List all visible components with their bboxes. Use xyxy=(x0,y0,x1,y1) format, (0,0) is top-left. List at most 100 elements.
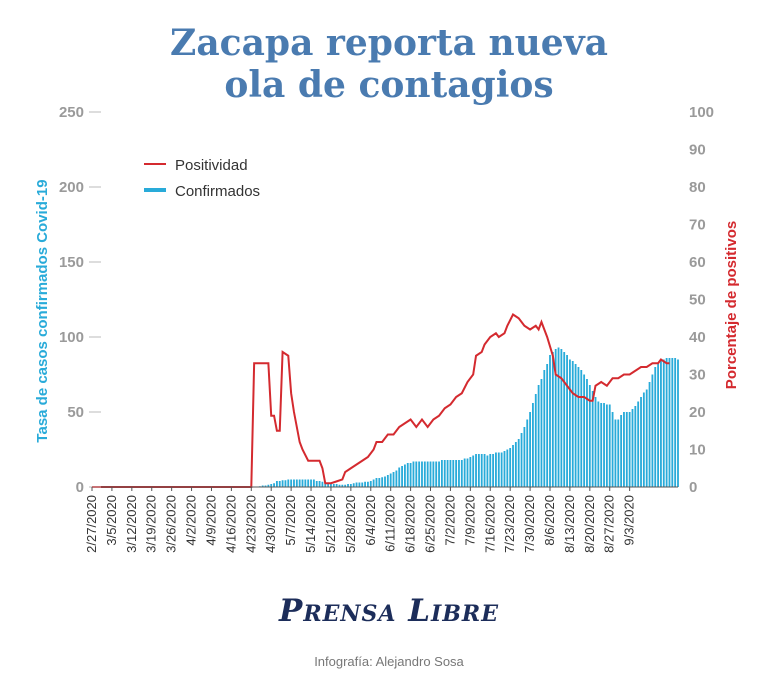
confirmados-bar xyxy=(443,460,446,487)
x-tick-label: 6/11/2020 xyxy=(383,495,398,552)
chart-title-line-2: ola de contagios xyxy=(224,64,554,106)
confirmados-bar xyxy=(298,479,301,487)
confirmados-bar xyxy=(651,374,654,487)
confirmados-bar xyxy=(275,481,278,487)
x-tick-label: 4/16/2020 xyxy=(223,495,238,553)
confirmados-bar xyxy=(395,470,398,487)
confirmados-bar xyxy=(364,481,366,487)
y-left-tick-label: 250 xyxy=(59,104,84,121)
confirmados-bar xyxy=(432,461,435,487)
x-tick-label: 8/6/2020 xyxy=(542,495,557,546)
confirmados-bar xyxy=(517,439,520,487)
y-right-tick-label: 90 xyxy=(689,142,706,159)
confirmados-bar xyxy=(412,461,415,487)
y-left-tick-label: 100 xyxy=(59,329,84,346)
confirmados-bar xyxy=(660,361,662,487)
confirmados-bar xyxy=(549,355,551,487)
confirmados-bar xyxy=(463,458,466,487)
confirmados-bars xyxy=(258,347,679,487)
confirmados-bar xyxy=(543,370,546,487)
y-right-tick-label: 40 xyxy=(689,329,706,346)
confirmados-bar xyxy=(287,479,290,487)
confirmados-bar xyxy=(318,481,321,487)
confirmados-bar xyxy=(614,419,617,487)
confirmados-bar xyxy=(378,478,381,487)
confirmados-bar xyxy=(617,419,620,487)
y-left-tick-label: 150 xyxy=(59,254,84,271)
legend: Positividad Confirmados xyxy=(144,157,260,200)
confirmados-bar xyxy=(480,454,483,487)
confirmados-bar xyxy=(369,481,372,487)
y-left-tick-label: 50 xyxy=(67,404,84,421)
confirmados-bar xyxy=(500,452,503,487)
x-tick-label: 8/20/2020 xyxy=(582,495,597,553)
confirmados-bar xyxy=(540,379,543,487)
x-tick-label: 7/2/2020 xyxy=(442,495,457,546)
confirmados-bar xyxy=(352,483,355,487)
x-tick-label: 4/9/2020 xyxy=(203,495,218,546)
x-tick-label: 5/21/2020 xyxy=(323,495,338,553)
y-right-tick-label: 50 xyxy=(689,292,706,309)
legend-positividad-label: Positividad xyxy=(175,157,248,174)
confirmados-bar xyxy=(338,484,341,487)
confirmados-bar xyxy=(347,484,349,487)
x-tick-label: 3/12/2020 xyxy=(124,495,139,553)
confirmados-bar xyxy=(600,403,603,487)
x-tick-label: 5/28/2020 xyxy=(343,495,358,553)
confirmados-bar xyxy=(460,460,463,487)
confirmados-bar xyxy=(295,479,298,487)
confirmados-bar xyxy=(477,454,480,487)
confirmados-bar xyxy=(551,352,554,487)
y-right-tick-label: 10 xyxy=(689,442,706,459)
confirmados-bar xyxy=(344,484,347,487)
confirmados-bar xyxy=(349,484,352,487)
confirmados-bar xyxy=(571,361,574,487)
confirmados-bar xyxy=(594,397,597,487)
x-tick-label: 2/27/2020 xyxy=(84,495,99,553)
confirmados-bar xyxy=(421,461,423,487)
chart-title: Zacapa reporta nueva ola de contagios xyxy=(0,22,778,106)
y-axis-right-title: Porcentaje de positivos xyxy=(723,221,740,389)
confirmados-bar xyxy=(566,355,568,487)
confirmados-bar xyxy=(409,463,412,487)
confirmados-bar xyxy=(452,460,455,487)
confirmados-bar xyxy=(586,379,588,487)
confirmados-bar xyxy=(315,481,318,487)
confirmados-bar xyxy=(577,367,580,487)
y-axis-left-ticks: 0 50 100 150 200 250 xyxy=(59,104,101,496)
x-tick-label: 7/23/2020 xyxy=(502,495,517,553)
confirmados-bar xyxy=(389,473,392,487)
x-tick-label: 6/25/2020 xyxy=(423,495,438,553)
confirmados-bar xyxy=(591,391,594,487)
y-right-tick-label: 70 xyxy=(689,217,706,234)
credit: Infografía: Alejandro Sosa xyxy=(314,654,464,669)
y-right-tick-label: 60 xyxy=(689,254,706,271)
confirmados-bar xyxy=(384,476,386,487)
confirmados-bar xyxy=(611,412,614,487)
confirmados-bar xyxy=(574,364,577,487)
confirmados-bar xyxy=(674,358,677,487)
confirmados-bar xyxy=(489,454,492,487)
y-right-tick-label: 80 xyxy=(689,179,706,196)
confirmados-bar xyxy=(449,460,452,487)
confirmados-bar xyxy=(386,475,389,487)
confirmados-bar xyxy=(335,484,338,487)
confirmados-bar xyxy=(332,484,335,487)
prensa-libre-logo: Prensa Libre xyxy=(279,593,499,629)
confirmados-bar xyxy=(588,385,591,487)
confirmados-bar xyxy=(662,359,665,487)
confirmados-bar xyxy=(273,483,275,487)
confirmados-bar xyxy=(532,403,534,487)
confirmados-bar xyxy=(426,461,429,487)
confirmados-bar xyxy=(312,479,315,487)
confirmados-bar xyxy=(668,358,671,487)
confirmados-bar xyxy=(492,454,495,487)
confirmados-bar xyxy=(631,409,634,487)
x-tick-label: 8/27/2020 xyxy=(602,495,617,553)
confirmados-bar xyxy=(472,455,475,487)
chart-area: 0 50 100 150 200 250 0 10 20 30 40 50 60 70 80 90 100 2… xyxy=(34,104,740,553)
confirmados-bar xyxy=(665,358,668,487)
x-tick-label: 6/18/2020 xyxy=(403,495,418,553)
confirmados-bar xyxy=(495,452,497,487)
confirmados-bar xyxy=(392,472,395,487)
